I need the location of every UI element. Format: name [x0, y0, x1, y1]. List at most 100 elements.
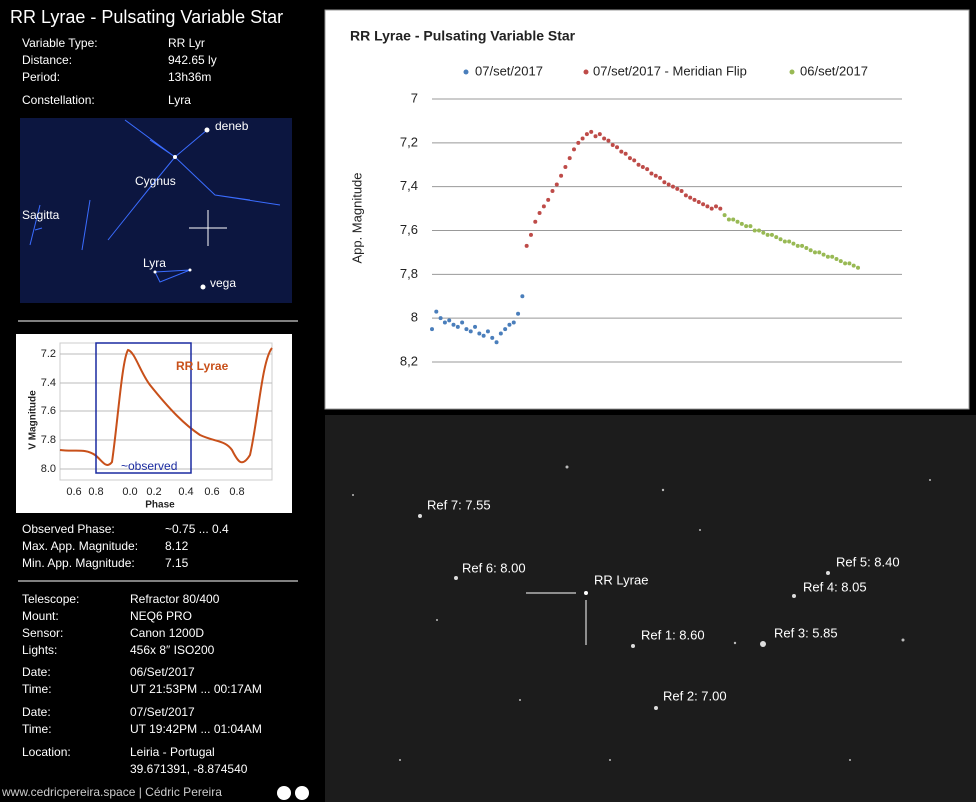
point: [627, 156, 632, 161]
y-tick-label: 7,4: [400, 178, 418, 193]
point: [438, 316, 443, 321]
point: [503, 327, 508, 332]
phase-y-tick: 7.2: [41, 348, 56, 360]
point: [434, 309, 439, 314]
point: [498, 331, 503, 336]
point: [473, 324, 478, 329]
phase-y-tick: 8.0: [41, 463, 56, 475]
y-axis-title: App. Magnitude: [349, 172, 364, 263]
info-value: Canon 1200D: [130, 626, 204, 640]
ref-star: [418, 514, 422, 518]
point: [739, 221, 744, 226]
y-tick-label: 7,8: [400, 266, 418, 281]
star-field: RR Lyrae Ref 7: 7.55 Ref 6: 8.00 Ref 5: 8.4…: [325, 415, 976, 802]
star: [153, 270, 157, 274]
ref-star: [454, 576, 458, 580]
info-value: 8.12: [165, 539, 189, 553]
point: [765, 232, 770, 237]
phase-title: RR Lyrae: [176, 359, 229, 373]
point: [670, 184, 675, 189]
point: [451, 322, 456, 327]
star: [204, 127, 210, 133]
info-value: 942.65 ly: [168, 53, 217, 67]
info-value: 456x 8″ ISO200: [130, 643, 215, 657]
chart-title: RR Lyrae - Pulsating Variable Star: [350, 28, 576, 44]
phase-y-tick: 7.4: [41, 377, 56, 389]
info-value: Refractor 80/400: [130, 592, 220, 606]
main-chart: RR Lyrae - Pulsating Variable Star App. …: [324, 9, 970, 410]
sky-background: [20, 118, 292, 303]
point: [778, 237, 783, 242]
point: [714, 204, 718, 209]
ref-star: [760, 641, 766, 647]
info-value: UT 19:42PM ... 01:04AM: [130, 722, 262, 736]
point: [528, 232, 533, 237]
ref-star: [631, 644, 635, 648]
info-label: Min. App. Magnitude:: [22, 556, 135, 570]
legend-marker: [583, 69, 589, 75]
point: [507, 322, 512, 327]
point: [821, 252, 826, 257]
info-label: Location:: [22, 745, 71, 759]
chart-bg: [324, 9, 970, 410]
info-label: Time:: [22, 722, 52, 736]
point: [709, 206, 714, 211]
legend-label: 07/set/2017: [475, 63, 543, 78]
point: [834, 256, 839, 261]
star-field-bg: [325, 415, 976, 802]
point: [589, 129, 594, 134]
point: [666, 182, 671, 187]
info-label: Sensor:: [22, 626, 63, 640]
info-label: Constellation:: [22, 93, 95, 107]
info-label: Observed Phase:: [22, 522, 115, 536]
ref-star: [792, 594, 796, 598]
info-value: Leiria - Portugal: [130, 745, 215, 759]
target-label: RR Lyrae: [594, 572, 648, 587]
point: [464, 327, 469, 332]
info-label: Max. App. Magnitude:: [22, 539, 138, 553]
point: [430, 327, 434, 332]
point: [812, 250, 817, 255]
point: [769, 232, 774, 237]
sky-label: Sagitta: [22, 208, 60, 222]
point: [645, 167, 650, 172]
sky-label: vega: [210, 276, 236, 290]
star: [200, 284, 206, 290]
point: [688, 195, 693, 200]
info-label: Variable Type:: [22, 36, 98, 50]
point: [477, 331, 482, 336]
point: [851, 263, 856, 268]
info-label: Mount:: [22, 609, 59, 623]
point: [825, 254, 830, 259]
point: [550, 189, 555, 194]
info-value: UT 21:53PM ... 00:17AM: [130, 682, 262, 696]
point: [705, 204, 710, 209]
point: [791, 241, 796, 246]
info-label: Telescope:: [22, 592, 79, 606]
point: [662, 180, 667, 185]
ref-star: [826, 571, 830, 575]
point: [593, 134, 598, 139]
point: [572, 147, 576, 152]
point: [817, 250, 822, 255]
phase-y-tick: 7.8: [41, 434, 56, 446]
phase-curve: [59, 347, 273, 466]
point: [636, 162, 641, 167]
y-tick-label: 8,2: [400, 353, 418, 368]
point: [692, 197, 697, 202]
point: [782, 239, 787, 244]
ref-label: Ref 1: 8.60: [641, 627, 705, 642]
point: [524, 243, 529, 248]
ref-star: [654, 706, 658, 710]
target-star: [584, 591, 588, 595]
ref-label: Ref 5: 8.40: [836, 554, 900, 569]
phase-y-label: V Magnitude: [28, 390, 39, 450]
sky-map: deneb Cygnus Sagitta Lyra vega: [20, 118, 292, 303]
point: [460, 320, 465, 325]
point: [808, 248, 813, 253]
point: [830, 254, 835, 259]
point: [735, 219, 740, 224]
phase-x-tick: 0.8: [229, 486, 244, 498]
info-value: 13h36m: [168, 70, 211, 84]
